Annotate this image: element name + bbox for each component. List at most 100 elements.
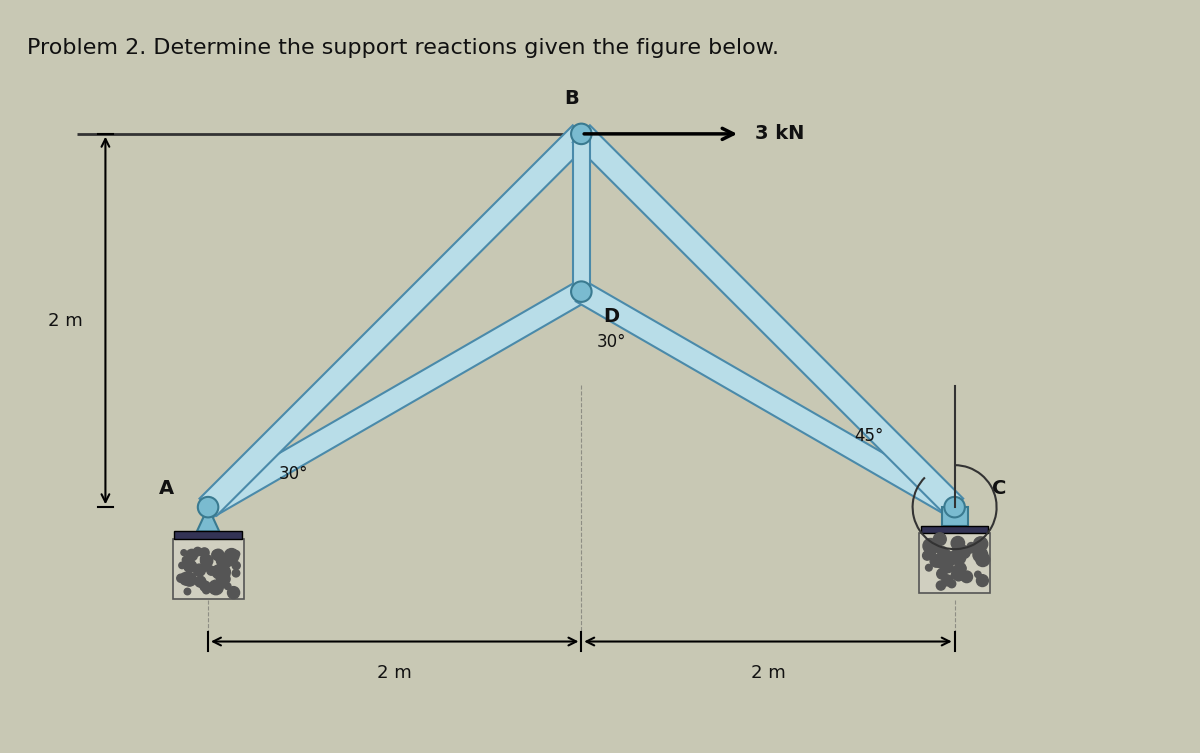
Circle shape (958, 546, 966, 554)
Circle shape (952, 571, 959, 579)
Circle shape (940, 547, 947, 555)
Circle shape (936, 581, 946, 590)
Circle shape (202, 561, 211, 571)
Circle shape (203, 587, 210, 594)
Circle shape (182, 556, 190, 563)
Circle shape (216, 553, 230, 568)
Circle shape (942, 575, 953, 586)
Circle shape (224, 583, 230, 590)
Circle shape (934, 533, 947, 546)
Circle shape (233, 550, 240, 557)
Circle shape (952, 550, 959, 558)
Circle shape (193, 564, 205, 576)
Circle shape (217, 568, 230, 581)
Circle shape (928, 548, 936, 556)
Circle shape (955, 547, 967, 559)
Circle shape (948, 555, 958, 565)
Circle shape (211, 550, 222, 559)
Circle shape (940, 549, 950, 560)
Circle shape (974, 572, 982, 578)
Text: 30°: 30° (278, 465, 308, 483)
Circle shape (958, 546, 971, 559)
Circle shape (925, 564, 932, 571)
Circle shape (200, 554, 209, 563)
Circle shape (187, 561, 197, 571)
Circle shape (956, 564, 965, 572)
Circle shape (973, 547, 988, 562)
Polygon shape (203, 282, 587, 517)
Circle shape (209, 580, 223, 595)
Circle shape (184, 560, 196, 572)
Text: 45°: 45° (854, 427, 883, 445)
Text: 3 kN: 3 kN (755, 124, 804, 143)
Text: 2 m: 2 m (377, 664, 412, 682)
Circle shape (961, 571, 972, 583)
Polygon shape (572, 125, 964, 516)
Circle shape (184, 588, 191, 595)
Circle shape (218, 556, 232, 569)
Circle shape (954, 562, 966, 574)
Circle shape (200, 581, 210, 591)
Circle shape (180, 572, 192, 585)
Text: 30°: 30° (596, 333, 625, 351)
Circle shape (934, 553, 949, 569)
Circle shape (218, 566, 230, 578)
Circle shape (182, 572, 197, 586)
Circle shape (198, 497, 218, 517)
Circle shape (571, 123, 592, 144)
Polygon shape (199, 125, 590, 516)
Bar (174, 532, 241, 539)
Text: Problem 2. Determine the support reactions given the figure below.: Problem 2. Determine the support reactio… (26, 38, 779, 58)
Bar (173, 539, 244, 599)
Circle shape (967, 542, 976, 550)
Circle shape (212, 549, 224, 561)
Circle shape (179, 562, 185, 569)
Circle shape (923, 538, 938, 553)
Polygon shape (572, 134, 589, 291)
Circle shape (571, 282, 592, 302)
Circle shape (952, 550, 966, 565)
Text: 2 m: 2 m (48, 312, 83, 330)
Text: C: C (992, 479, 1007, 498)
Text: 2 m: 2 m (750, 664, 785, 682)
Circle shape (938, 549, 947, 557)
Circle shape (952, 569, 958, 575)
Polygon shape (576, 282, 960, 517)
Circle shape (223, 556, 232, 566)
Bar (919, 533, 990, 593)
Circle shape (193, 547, 202, 556)
Circle shape (233, 569, 240, 577)
Circle shape (232, 562, 240, 569)
Circle shape (977, 575, 989, 587)
Circle shape (216, 575, 223, 581)
Circle shape (954, 571, 964, 581)
Circle shape (217, 578, 228, 587)
Circle shape (199, 548, 209, 557)
Circle shape (946, 552, 956, 562)
Circle shape (206, 566, 216, 575)
Circle shape (181, 550, 187, 556)
Circle shape (186, 550, 198, 561)
Circle shape (967, 546, 974, 553)
Circle shape (937, 569, 947, 579)
Circle shape (200, 555, 212, 567)
Circle shape (224, 548, 239, 563)
Circle shape (228, 587, 240, 599)
Polygon shape (197, 507, 220, 532)
Circle shape (948, 580, 955, 588)
Circle shape (221, 574, 230, 584)
Circle shape (944, 497, 965, 517)
Circle shape (176, 575, 185, 582)
Circle shape (958, 565, 966, 572)
Circle shape (943, 562, 953, 573)
Circle shape (197, 580, 204, 587)
Text: D: D (604, 306, 620, 325)
Circle shape (973, 537, 988, 551)
Bar (922, 526, 988, 533)
Circle shape (940, 557, 952, 571)
Circle shape (223, 553, 236, 566)
Circle shape (930, 555, 942, 567)
Circle shape (212, 565, 226, 579)
Text: A: A (160, 479, 174, 498)
Text: B: B (565, 89, 580, 108)
